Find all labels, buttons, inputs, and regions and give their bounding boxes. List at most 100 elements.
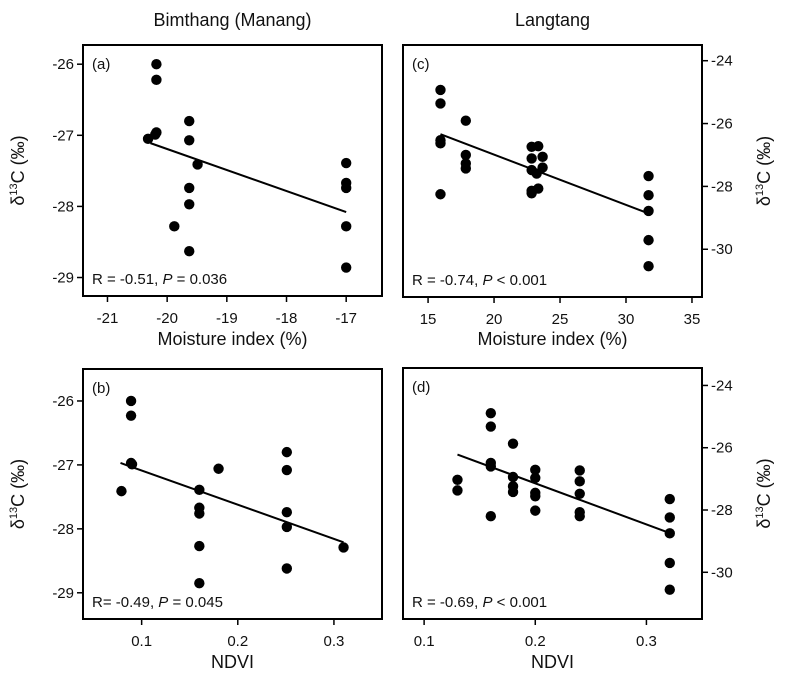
x-tick-label: -21 [97, 310, 119, 327]
data-point [574, 511, 585, 522]
correlation-annotation: R = -0.69, P < 0.001 [412, 594, 547, 611]
x-tick-label: -19 [216, 310, 238, 327]
data-point [281, 507, 293, 518]
panel-a: -21 -20 -19 -18 -17 -26 -27 -28 -29 δ13C (‰) Moist… [8, 10, 383, 349]
annotation-p-symbol: P [482, 594, 492, 611]
data-point [213, 463, 224, 474]
data-point [574, 488, 585, 500]
y-tick-label: -29 [52, 585, 74, 602]
data-point [460, 149, 472, 161]
panel-letter: (a) [92, 56, 110, 73]
y-axis-title-prefix: δ [754, 196, 774, 206]
y-axis-title-prefix: δ [8, 196, 28, 206]
annotation-p: < 0.001 [492, 594, 547, 611]
annotation-p-symbol: P [482, 272, 492, 289]
y-tick-label: -24 [711, 53, 733, 70]
data-point [194, 577, 205, 589]
annotation-p-symbol: P [162, 271, 172, 288]
x-axis-title: NDVI [211, 652, 254, 672]
x-tick-label: -18 [276, 310, 298, 327]
x-axis-title: Moisture index (%) [477, 329, 627, 349]
data-point [126, 459, 138, 470]
panel-title: Bimthang (Manang) [153, 10, 311, 30]
data-point [643, 170, 654, 182]
data-point [530, 505, 541, 516]
data-point [643, 261, 654, 272]
annotation-p-symbol: P [158, 594, 168, 611]
y-tick-label: -26 [711, 116, 733, 133]
data-point [452, 474, 463, 485]
regression-line [120, 462, 344, 544]
y-axis-title-prefix: δ [754, 519, 774, 529]
x-tick-label: 25 [552, 311, 569, 328]
data-point [530, 491, 541, 502]
regression-line [440, 133, 649, 215]
data-point [194, 540, 205, 552]
y-axis-title-sup: 13 [8, 507, 20, 519]
data-point [194, 508, 205, 519]
y-tick-label: -28 [52, 198, 74, 215]
data-point [169, 221, 180, 232]
data-point [507, 471, 519, 483]
x-tick-label: 0.1 [131, 633, 152, 650]
y-axis-title-sup: 13 [8, 183, 20, 195]
data-point [460, 115, 472, 126]
annotation-p: = 0.045 [168, 594, 223, 611]
data-point [340, 182, 352, 194]
data-point [526, 153, 537, 164]
data-point [531, 168, 542, 179]
x-tick-label: 35 [684, 311, 701, 328]
y-tick-label: -30 [711, 241, 733, 258]
panel-letter: (c) [412, 56, 430, 73]
data-point [338, 542, 349, 553]
data-point [340, 221, 352, 232]
y-tick-label: -27 [52, 127, 74, 144]
data-point [281, 563, 293, 574]
y-axis-title-suffix: C (‰) [754, 458, 774, 506]
y-tick-label: -27 [52, 457, 74, 474]
data-point [574, 476, 585, 487]
data-point [151, 58, 162, 70]
data-point [574, 465, 585, 476]
annotation-r: R = -0.69, [412, 594, 482, 611]
x-tick-label: 0.2 [525, 633, 546, 650]
plot-frame [82, 368, 383, 620]
plot-frame [402, 44, 703, 298]
data-point [530, 464, 541, 476]
data-point [643, 234, 654, 246]
data-point [435, 84, 446, 96]
y-axis-title-sup: 13 [754, 506, 766, 518]
data-point [664, 584, 675, 595]
data-point [192, 159, 203, 170]
data-point [125, 410, 137, 421]
panel-letter: (b) [92, 380, 110, 397]
data-point [664, 512, 675, 523]
data-point [151, 74, 162, 86]
data-point [643, 205, 654, 217]
data-point [281, 464, 293, 476]
y-axis-title: δ13C (‰) [8, 459, 28, 529]
y-axis-title-suffix: C (‰) [8, 135, 28, 183]
data-point [507, 486, 519, 498]
data-point [485, 511, 497, 522]
y-axis-title: δ13C (‰) [754, 136, 774, 206]
data-point [435, 98, 446, 109]
x-tick-label: -20 [156, 310, 178, 327]
correlation-annotation: R= -0.49, P = 0.045 [92, 594, 223, 611]
x-axis-title: NDVI [531, 652, 574, 672]
data-point [184, 115, 195, 127]
y-axis-title: δ13C (‰) [754, 458, 774, 528]
plot-frame [402, 367, 703, 620]
data-point [340, 262, 352, 273]
x-tick-label: 0.1 [414, 633, 435, 650]
data-point [194, 484, 205, 496]
data-point [116, 485, 127, 497]
annotation-p: < 0.001 [492, 272, 547, 289]
y-tick-label: -24 [711, 377, 733, 394]
panel-c: 15 20 25 30 35 -24 -26 -28 -30 δ13C (‰) Moisture i… [402, 10, 774, 349]
y-tick-label: -29 [52, 270, 74, 287]
data-point [184, 182, 195, 194]
x-tick-label: 0.2 [227, 633, 248, 650]
data-point [435, 138, 446, 149]
annotation-r: R = -0.74, [412, 272, 482, 289]
